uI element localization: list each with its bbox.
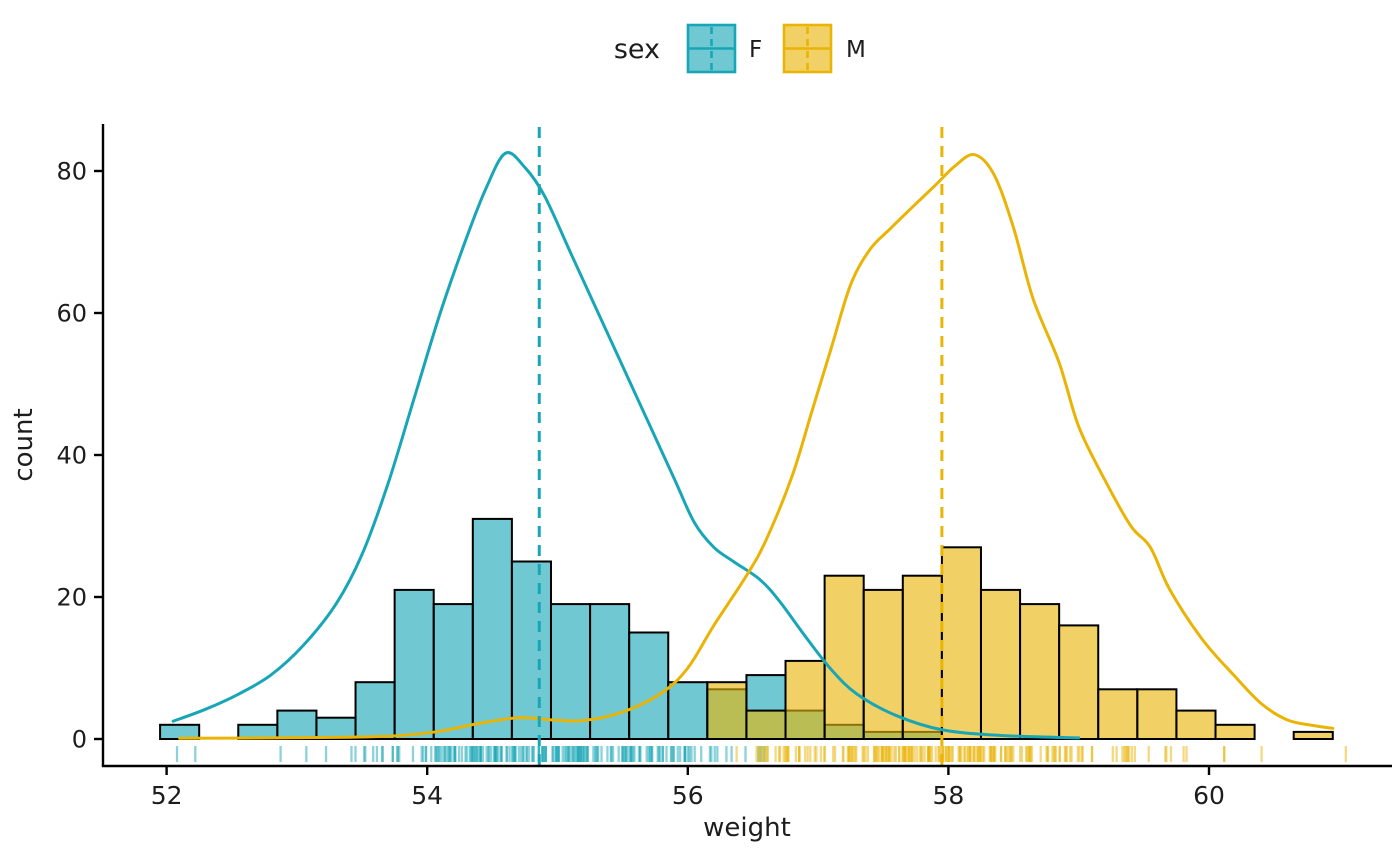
f-histogram-bar — [510, 560, 552, 740]
m-histogram-bar — [940, 546, 982, 740]
y-tick-label: 80 — [56, 158, 87, 186]
legend-key-m — [782, 23, 833, 74]
y-tick-label: 40 — [56, 442, 87, 470]
f-histogram-bar — [432, 603, 474, 740]
f-histogram-bar — [628, 631, 670, 740]
x-tick-label: 54 — [411, 781, 443, 810]
m-histogram-bar — [1019, 603, 1061, 740]
x-tick-label: 56 — [672, 781, 704, 810]
m-histogram-bar — [706, 681, 748, 741]
legend: sex F M — [614, 23, 866, 74]
y-axis-title: count — [9, 408, 39, 481]
histogram-bars-layer — [159, 517, 1334, 741]
f-histogram-bar — [276, 709, 318, 740]
m-histogram-bar — [1292, 730, 1334, 741]
axes-layer: 0 20 40 60 80 52 54 56 58 60 — [56, 124, 1392, 810]
f-density-curve — [171, 151, 1081, 740]
legend-label-f: F — [749, 37, 762, 63]
m-density-curve — [178, 153, 1335, 740]
f-histogram-bar — [354, 681, 396, 741]
legend-label-m: M — [846, 37, 866, 63]
x-tick-label: 58 — [932, 781, 964, 810]
m-histogram-bar — [823, 574, 865, 741]
m-histogram-bar — [784, 659, 826, 741]
y-tick-label: 0 — [72, 726, 87, 754]
m-histogram-bar — [1058, 624, 1100, 741]
m-histogram-bar — [1136, 688, 1178, 740]
y-tick-label: 20 — [56, 584, 87, 612]
x-tick-label: 60 — [1193, 781, 1225, 810]
m-histogram-bar — [1175, 709, 1217, 740]
density-curves-layer — [171, 151, 1335, 740]
m-histogram-bar — [979, 588, 1022, 741]
y-tick-label: 60 — [56, 300, 87, 328]
m-histogram-bar — [1214, 723, 1256, 740]
rug-marks-layer — [175, 746, 1347, 762]
m-histogram-bar — [901, 574, 943, 741]
m-histogram-bar — [745, 709, 787, 740]
legend-key-f — [686, 23, 737, 74]
x-axis-title: weight — [703, 813, 791, 843]
f-histogram-bar — [667, 681, 709, 741]
legend-title: sex — [614, 34, 660, 65]
m-histogram-bar — [1097, 688, 1139, 740]
f-histogram-bar — [471, 517, 513, 741]
f-histogram-bar — [393, 588, 435, 741]
x-tick-label: 52 — [151, 781, 183, 810]
